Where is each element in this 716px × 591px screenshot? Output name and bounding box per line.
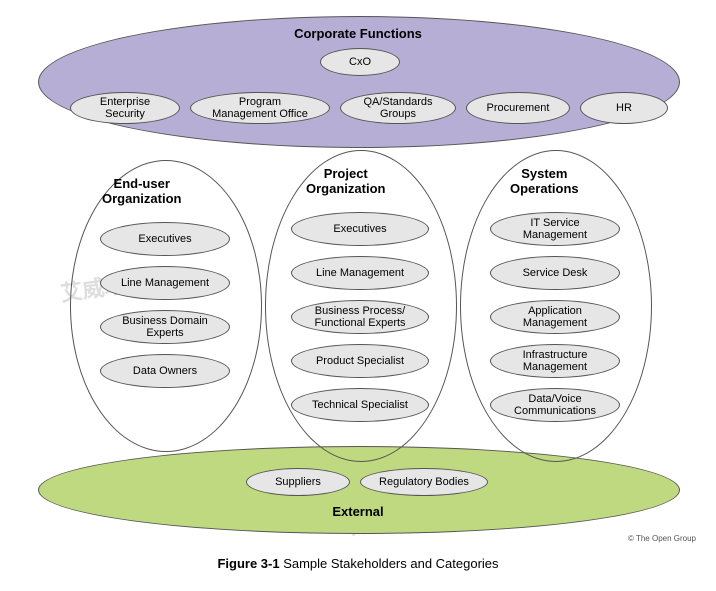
external-title: External [0,504,716,519]
pill-col1-1-label: Line Management [316,267,404,279]
pill-col2-4: Data/VoiceCommunications [490,388,620,422]
column-0-title: End-userOrganization [102,176,181,206]
pill-ext-0: Suppliers [246,468,350,496]
pill-cxo-label: CxO [349,56,371,68]
pill-col1-4: Technical Specialist [291,388,429,422]
pill-corp-4: HR [580,92,668,124]
pill-col1-3: Product Specialist [291,344,429,378]
pill-col2-2: ApplicationManagement [490,300,620,334]
pill-col1-1: Line Management [291,256,429,290]
copyright: © The Open Group [628,534,696,543]
pill-col1-0: Executives [291,212,429,246]
figure-caption-rest: Sample Stakeholders and Categories [280,556,499,571]
pill-col1-2: Business Process/Functional Experts [291,300,429,334]
pill-col0-2: Business DomainExperts [100,310,230,344]
pill-col0-2-label: Business DomainExperts [122,315,208,339]
pill-col2-0: IT ServiceManagement [490,212,620,246]
pill-corp-1: ProgramManagement Office [190,92,330,124]
pill-col1-0-label: Executives [333,223,386,235]
pill-col2-1-label: Service Desk [523,267,588,279]
pill-col0-3: Data Owners [100,354,230,388]
pill-corp-4-label: HR [616,102,632,114]
pill-col1-2-label: Business Process/Functional Experts [314,305,405,329]
pill-cxo: CxO [320,48,400,76]
pill-corp-3: Procurement [466,92,570,124]
pill-corp-1-label: ProgramManagement Office [212,96,308,120]
column-1-title: ProjectOrganization [306,166,385,196]
pill-col0-1-label: Line Management [121,277,209,289]
pill-col0-0: Executives [100,222,230,256]
pill-col2-1: Service Desk [490,256,620,290]
column-2-title: SystemOperations [510,166,579,196]
pill-ext-0-label: Suppliers [275,476,321,488]
pill-col0-0-label: Executives [138,233,191,245]
pill-col0-3-label: Data Owners [133,365,197,377]
pill-col2-4-label: Data/VoiceCommunications [514,393,596,417]
pill-corp-2-label: QA/StandardsGroups [363,96,432,120]
pill-corp-0: EnterpriseSecurity [70,92,180,124]
pill-col1-3-label: Product Specialist [316,355,404,367]
pill-col2-3: InfrastructureManagement [490,344,620,378]
diagram-stage: 艾威培训艾威培训艾威培训艾威培训艾威培训AVTECHCorporate Func… [0,0,716,591]
corporate-title: Corporate Functions [0,26,716,41]
pill-ext-1-label: Regulatory Bodies [379,476,469,488]
pill-corp-2: QA/StandardsGroups [340,92,456,124]
pill-col2-2-label: ApplicationManagement [523,305,587,329]
pill-col2-3-label: InfrastructureManagement [523,349,588,373]
pill-col0-1: Line Management [100,266,230,300]
pill-col2-0-label: IT ServiceManagement [523,217,587,241]
pill-ext-1: Regulatory Bodies [360,468,488,496]
pill-col1-4-label: Technical Specialist [312,399,408,411]
pill-corp-3-label: Procurement [487,102,550,114]
figure-caption-bold: Figure 3-1 [217,556,279,571]
pill-corp-0-label: EnterpriseSecurity [100,96,150,120]
figure-caption: Figure 3-1 Sample Stakeholders and Categ… [0,556,716,571]
